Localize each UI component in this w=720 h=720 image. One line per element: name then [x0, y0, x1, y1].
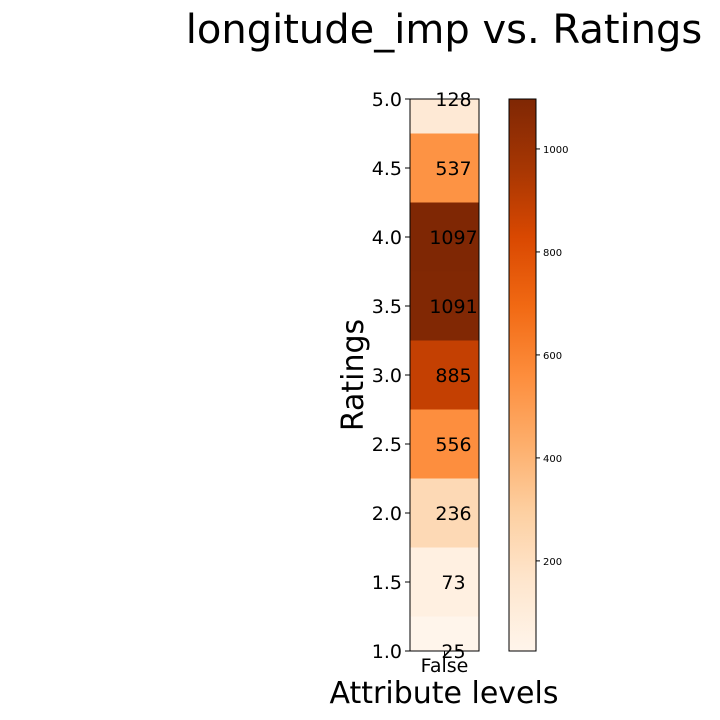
heatmap-cell: [410, 271, 479, 341]
colorbar: [508, 98, 537, 652]
heatmap-cell-label: 128: [435, 89, 471, 111]
heatmap-cells: [410, 99, 479, 651]
heatmap-cell: [410, 99, 479, 134]
heatmap-cell-label: 1097: [429, 227, 477, 249]
chart-title: longitude_imp vs. Ratings: [186, 7, 702, 53]
y-tick-label: 2.0: [372, 503, 402, 525]
heatmap-cell: [410, 478, 479, 548]
x-axis: False: [421, 651, 469, 677]
heatmap-cell-label: 25: [441, 641, 465, 663]
y-tick-label: 5.0: [372, 89, 402, 111]
heatmap-cell: [410, 340, 479, 410]
y-axis: 1.0 1.5 2.0 2.5 3.0 3.5 4.0 4.5 5.0: [372, 89, 410, 663]
x-tick-label: False: [421, 655, 469, 677]
colorbar-tick-label: 800: [543, 248, 562, 259]
heatmap-cell-label: 1091: [429, 296, 477, 318]
heatmap-cell: [410, 202, 479, 272]
heatmap-cell-labels: 25 73 236 556 885 1091 1097 537 128: [429, 89, 477, 663]
y-tick-label: 4.0: [372, 227, 402, 249]
heatmap-cell-label: 537: [435, 158, 471, 180]
heatmap-cell-label: 236: [435, 503, 471, 525]
colorbar-tick-label: 200: [543, 557, 562, 568]
colorbar-tick-label: 1000: [543, 145, 568, 156]
heatmap-cell: [410, 133, 479, 203]
heatmap-cell-label: 885: [435, 365, 471, 387]
y-tick-label: 1.0: [372, 641, 402, 663]
x-axis-label: Attribute levels: [330, 676, 559, 711]
y-tick-label: 3.0: [372, 365, 402, 387]
heatmap-cell-label: 73: [441, 572, 465, 594]
y-tick-label: 3.5: [372, 296, 402, 318]
heatmap-cell-label: 556: [435, 434, 471, 456]
heatmap-cell: [410, 547, 479, 617]
y-tick-label: 2.5: [372, 434, 402, 456]
y-axis-label: Ratings: [336, 319, 371, 431]
y-tick-label: 4.5: [372, 158, 402, 180]
heatmap-cell: [410, 409, 479, 479]
heatmap-cell: [410, 616, 479, 651]
colorbar-ticks: 200 400 600 800 1000: [536, 145, 568, 568]
y-tick-label: 1.5: [372, 572, 402, 594]
colorbar-tick-label: 600: [543, 351, 562, 362]
colorbar-tick-label: 400: [543, 454, 562, 465]
